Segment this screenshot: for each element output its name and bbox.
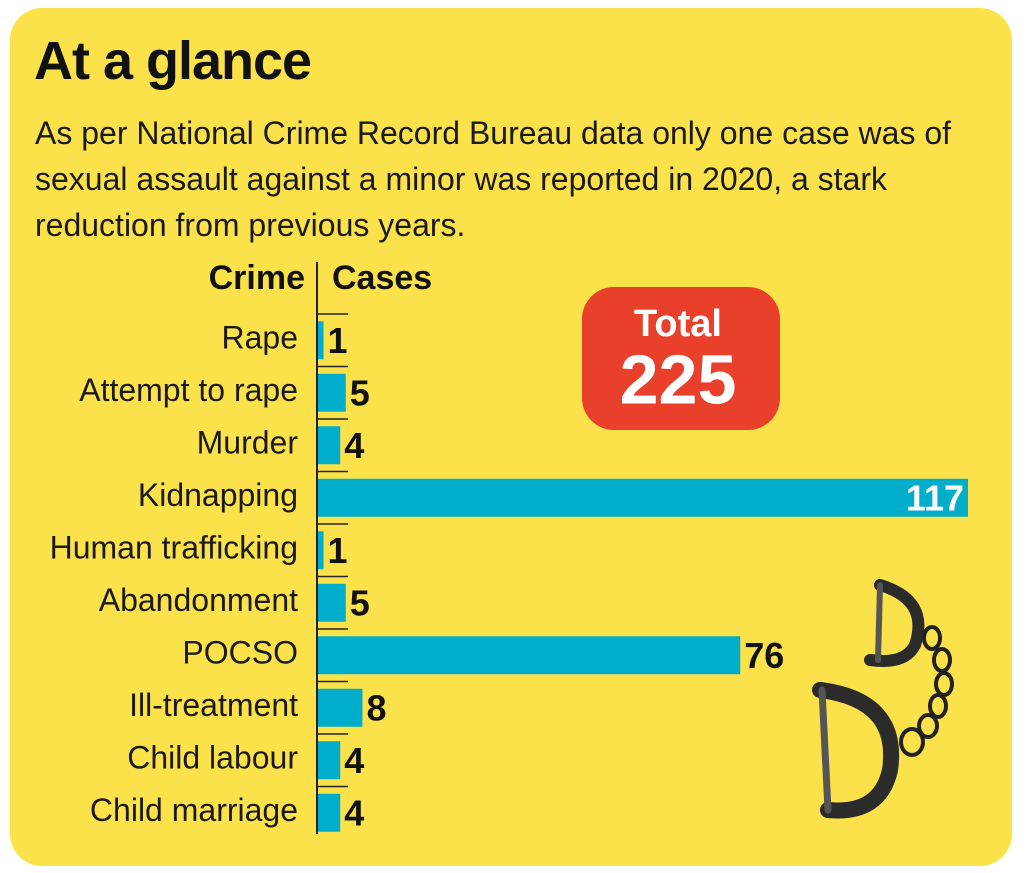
value-label: 1 (328, 320, 348, 361)
handcuffs-illustration (812, 579, 954, 819)
value-label: 8 (366, 687, 386, 728)
chart-title: At a glance (34, 31, 312, 91)
category-label: Attempt to rape (79, 372, 298, 408)
value-label: 76 (744, 635, 784, 676)
total-value: 225 (620, 340, 737, 418)
value-label: 4 (344, 792, 364, 833)
bar (318, 741, 341, 780)
value-label: 4 (344, 740, 364, 781)
category-label: Kidnapping (138, 477, 298, 513)
value-label: 117 (906, 477, 964, 518)
cuff-bar (875, 582, 883, 663)
column-header: Crime (209, 259, 305, 297)
bar (318, 793, 341, 832)
bar (318, 373, 346, 412)
chart-subtitle: As per National Crime Record Bureau data… (35, 115, 952, 243)
category-label: Abandonment (99, 582, 298, 618)
cuff (812, 682, 900, 819)
category-label: Human trafficking (50, 530, 298, 566)
category-label: Rape (222, 320, 299, 356)
value-label: 1 (328, 530, 348, 571)
category-label: Murder (197, 425, 299, 461)
total-badge (582, 287, 780, 430)
value-label: 5 (350, 582, 370, 623)
bar (318, 426, 341, 465)
bar (318, 531, 324, 570)
total-label: Total (634, 303, 722, 345)
category-label: Ill-treatment (129, 687, 298, 723)
category-label: Child labour (127, 740, 298, 776)
bar (318, 688, 363, 727)
category-label: Child marriage (90, 792, 298, 828)
bar (318, 321, 324, 360)
value-label: 5 (350, 372, 370, 413)
cuff-bar (818, 686, 832, 814)
column-header: Cases (332, 259, 432, 297)
bar (318, 478, 968, 517)
chain (899, 625, 954, 757)
card-background (10, 8, 1012, 866)
bar (318, 583, 346, 622)
cuff (864, 579, 925, 667)
category-label: POCSO (182, 635, 298, 671)
bar (318, 636, 741, 675)
value-label: 4 (344, 425, 364, 466)
